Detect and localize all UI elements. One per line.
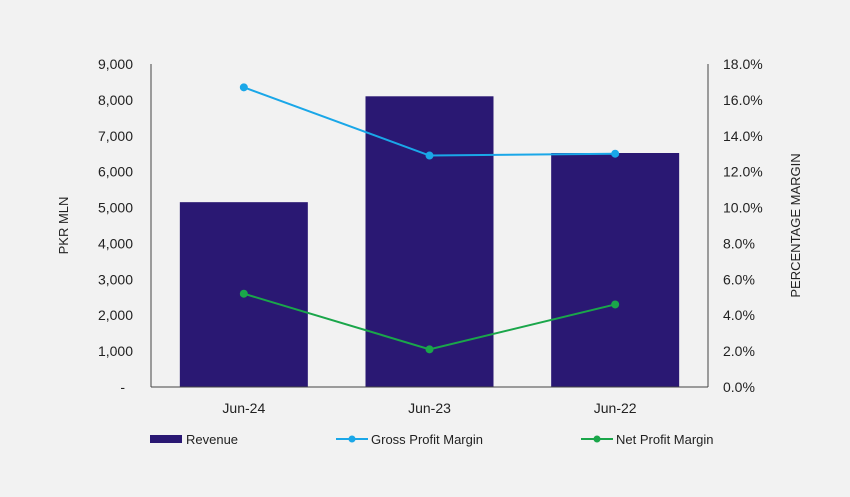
y-tick-label-left: 9,000	[98, 56, 133, 72]
y-tick-label-left: 8,000	[98, 92, 133, 108]
x-tick-label: Jun-22	[594, 400, 637, 416]
legend-label-gross-profit-margin: Gross Profit Margin	[371, 432, 483, 447]
axes-layer	[150, 64, 709, 388]
legend-marker-gross-profit-margin	[348, 435, 356, 443]
y-tick-label-right: 4.0%	[723, 307, 755, 323]
revenue-bar-jun-22	[551, 153, 680, 387]
x-tick-label: Jun-24	[222, 400, 265, 416]
x-tick-label: Jun-23	[408, 400, 451, 416]
y-tick-label-right: 16.0%	[723, 92, 763, 108]
y-tick-label-left: 5,000	[98, 200, 133, 216]
y-tick-label-right: 12.0%	[723, 164, 763, 180]
gross-profit-margin-point	[425, 151, 434, 160]
y-tick-label-left: 1,000	[98, 343, 133, 359]
legend-label-net-profit-margin: Net Profit Margin	[616, 432, 714, 447]
net-profit-margin-point	[425, 345, 434, 354]
gross-profit-margin-point	[239, 83, 248, 92]
bars-layer	[179, 96, 680, 388]
net-profit-margin-point	[239, 289, 248, 298]
labels-layer: - 1,000 2,000 3,000 4,000 5,000 6,000 7,000 8,00…	[56, 56, 803, 416]
y-tick-label-left: 2,000	[98, 307, 133, 323]
y-tick-label-left: 3,000	[98, 271, 133, 287]
y-tick-label-left: 6,000	[98, 164, 133, 180]
y-tick-label-right: 6.0%	[723, 271, 755, 287]
y-tick-label-right: 14.0%	[723, 128, 763, 144]
y-tick-label-right: 10.0%	[723, 200, 763, 216]
y-tick-label-left: 4,000	[98, 235, 133, 251]
net-profit-margin-point	[611, 300, 620, 309]
y-tick-label-right: 0.0%	[723, 379, 755, 395]
lines-layer	[239, 83, 620, 354]
legend: Revenue Gross Profit Margin Net Profit Mar…	[150, 432, 714, 447]
gross-profit-margin-point	[611, 149, 620, 158]
y-tick-label-left: 7,000	[98, 128, 133, 144]
y-tick-label-left: -	[120, 379, 125, 395]
y-tick-label-right: 18.0%	[723, 56, 763, 72]
legend-swatch-revenue	[150, 435, 182, 443]
y-axis-left-title: PKR MLN	[56, 197, 71, 255]
legend-marker-net-profit-margin	[593, 435, 601, 443]
y-tick-label-right: 2.0%	[723, 343, 755, 359]
y-axis-right-title: PERCENTAGE MARGIN	[788, 153, 803, 297]
legend-label-revenue: Revenue	[186, 432, 238, 447]
y-tick-label-right: 8.0%	[723, 235, 755, 251]
